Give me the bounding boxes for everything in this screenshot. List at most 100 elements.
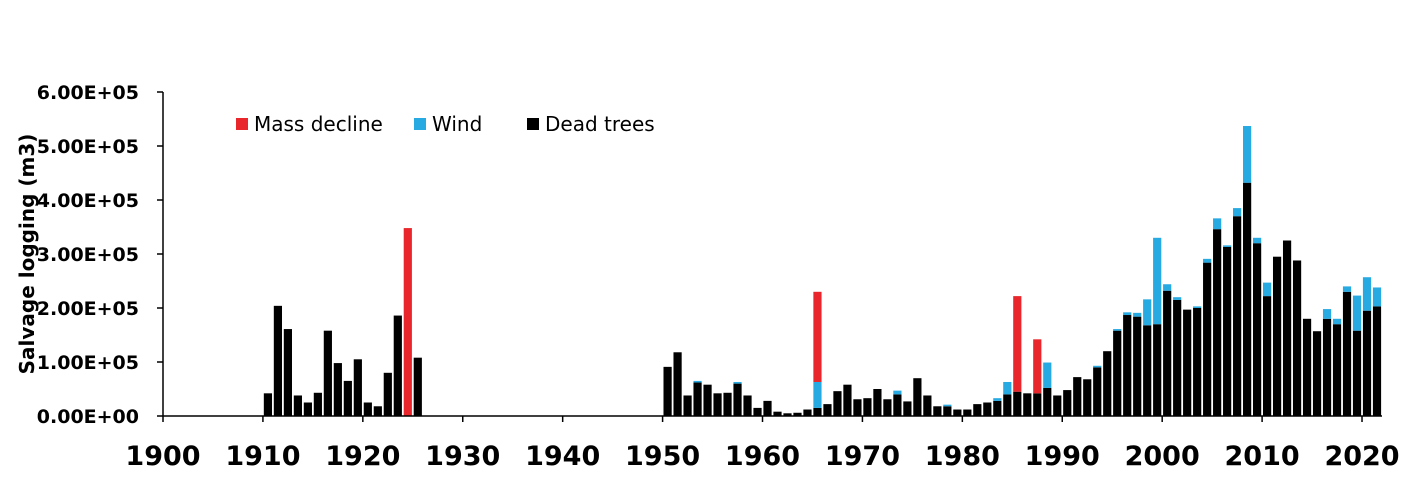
- x-tick-label: 1960: [725, 441, 800, 472]
- bar-dead-trees: [873, 389, 882, 416]
- x-tick-label: 2020: [1324, 441, 1399, 472]
- bar-dead-trees: [803, 409, 812, 416]
- legend-label: Wind: [432, 112, 482, 136]
- bar-dead-trees: [1272, 256, 1282, 416]
- legend-label: Dead trees: [545, 112, 655, 136]
- bar-wind: [1342, 286, 1352, 292]
- bar-dead-trees: [743, 395, 752, 416]
- bar-dead-trees: [1213, 229, 1222, 416]
- bar-wind: [1193, 306, 1202, 308]
- bar-dead-trees: [303, 402, 312, 416]
- bar-dead-trees: [1262, 296, 1272, 416]
- bar-mass-decline: [403, 228, 412, 416]
- bar-dead-trees: [1093, 367, 1102, 416]
- bar-dead-trees: [1003, 394, 1012, 416]
- bar-dead-trees: [283, 329, 292, 416]
- y-tick-label: 3.00E+05: [37, 244, 139, 266]
- bar-dead-trees: [1123, 315, 1132, 416]
- x-tick-label: 1940: [525, 441, 600, 472]
- bar-dead-trees: [993, 400, 1002, 416]
- bar-dead-trees: [683, 395, 692, 416]
- bar-dead-trees: [853, 399, 862, 416]
- bar-dead-trees: [1372, 306, 1382, 416]
- bar-mass-decline: [813, 291, 822, 382]
- bar-mass-decline: [1013, 296, 1022, 392]
- bar-dead-trees: [1173, 299, 1182, 416]
- bar-dead-trees: [673, 352, 682, 416]
- bar-dead-trees: [1312, 331, 1322, 416]
- x-tick-label: 1900: [125, 441, 200, 472]
- bar-dead-trees: [973, 404, 982, 416]
- x-tick-label: 1970: [825, 441, 900, 472]
- bar-wind: [1143, 299, 1152, 326]
- bar-wind: [1233, 208, 1242, 217]
- bar-dead-trees: [1292, 260, 1302, 416]
- bar-dead-trees: [1163, 290, 1172, 416]
- bar-dead-trees: [1103, 351, 1112, 416]
- x-tick-label: 2000: [1125, 441, 1200, 472]
- bar-dead-trees: [263, 393, 273, 416]
- bar-dead-trees: [363, 402, 372, 416]
- x-axis-ticks: 1900 1910 1920 1930 1940 1950 1960 1970 1980 1990…: [125, 416, 1400, 472]
- bar-dead-trees: [963, 409, 972, 416]
- bar-dead-trees: [753, 407, 762, 416]
- bar-dead-trees: [1282, 240, 1292, 416]
- bar-wind: [1372, 287, 1382, 307]
- bar-dead-trees: [1033, 393, 1042, 416]
- bar-dead-trees: [1013, 391, 1022, 416]
- bar-dead-trees: [983, 402, 992, 416]
- bar-dead-trees: [343, 380, 352, 416]
- legend-swatch: [236, 118, 248, 130]
- bar-wind: [1332, 318, 1342, 325]
- legend-swatch: [527, 118, 539, 130]
- bar-dead-trees: [1043, 387, 1052, 416]
- bar-dead-trees: [793, 412, 802, 416]
- bar-wind: [993, 398, 1002, 401]
- bar-dead-trees: [1053, 395, 1062, 416]
- bar-dead-trees: [923, 395, 932, 416]
- bar-dead-trees: [763, 400, 772, 416]
- bar-dead-trees: [353, 359, 362, 416]
- bar-dead-trees: [693, 382, 702, 416]
- bar-dead-trees: [773, 411, 782, 416]
- bar-dead-trees: [1023, 393, 1032, 416]
- bar-dead-trees: [863, 398, 872, 416]
- bar-dead-trees: [1233, 216, 1242, 416]
- y-axis-ticks: 0.00E+00 1.00E+05 2.00E+05 3.00E+05 4.00E+05…: [37, 82, 163, 428]
- bar-dead-trees: [893, 394, 902, 416]
- bar-dead-trees: [1243, 182, 1252, 416]
- bar-dead-trees: [943, 406, 952, 416]
- bar-dead-trees: [1153, 324, 1162, 416]
- bar-dead-trees: [903, 401, 912, 416]
- y-tick-label: 5.00E+05: [37, 136, 139, 158]
- bar-wind: [1113, 329, 1122, 331]
- bar-wind: [1243, 126, 1252, 183]
- bar-dead-trees: [1063, 390, 1072, 416]
- bar-dead-trees: [333, 363, 342, 416]
- bar-wind: [1133, 312, 1142, 317]
- bar-dead-trees: [1223, 246, 1232, 416]
- x-tick-label: 1980: [925, 441, 1000, 472]
- bar-dead-trees: [393, 315, 402, 416]
- y-tick-label: 1.00E+05: [37, 352, 139, 374]
- axes-group: [162, 92, 1382, 417]
- bar-dead-trees: [1342, 291, 1352, 416]
- bar-dead-trees: [823, 404, 832, 416]
- bar-wind: [1043, 362, 1052, 388]
- bar-wind: [1173, 297, 1182, 300]
- y-axis-label: Salvage logging (m3): [15, 134, 39, 375]
- bar-dead-trees: [1083, 379, 1092, 416]
- y-tick-label: 0.00E+00: [37, 406, 139, 428]
- bar-wind: [1093, 365, 1102, 368]
- y-tick-label: 6.00E+05: [37, 82, 139, 104]
- bar-dead-trees: [1352, 330, 1362, 416]
- bar-wind: [1362, 277, 1372, 311]
- y-tick-label: 4.00E+05: [37, 190, 139, 212]
- bar-dead-trees: [663, 366, 672, 416]
- x-tick-label: 2010: [1225, 441, 1300, 472]
- bar-dead-trees: [1302, 318, 1312, 416]
- bar-dead-trees: [1183, 309, 1192, 416]
- y-tick-label: 2.00E+05: [37, 298, 139, 320]
